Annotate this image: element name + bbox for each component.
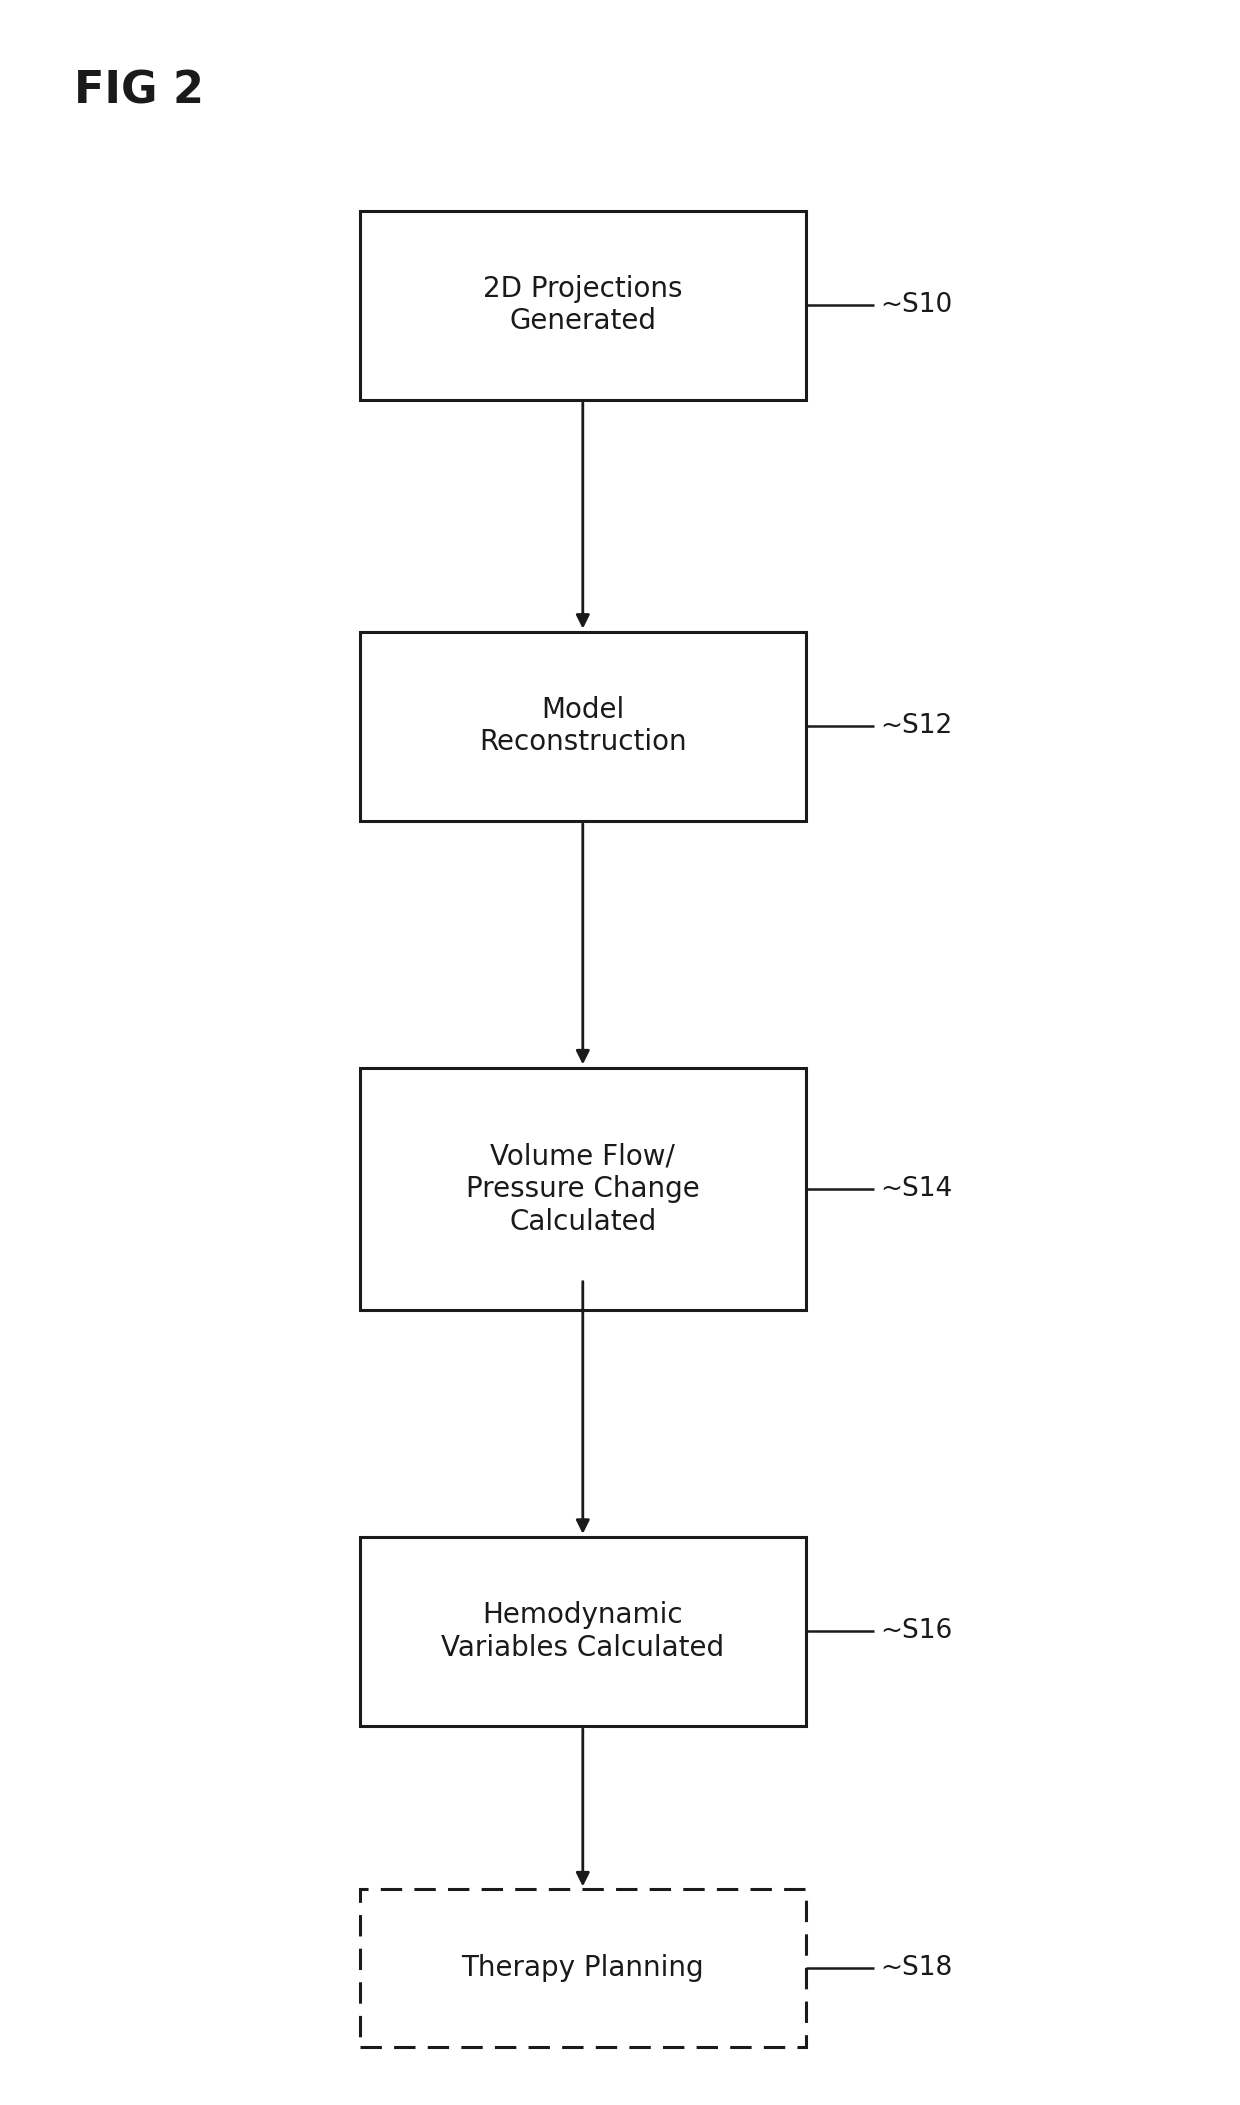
Text: ~S16: ~S16 — [880, 1619, 952, 1644]
Bar — [360, 210, 806, 400]
Bar — [360, 632, 806, 821]
Bar — [360, 1537, 806, 1726]
Text: 2D Projections
Generated: 2D Projections Generated — [484, 276, 682, 335]
Bar — [360, 1890, 806, 2046]
Text: Model
Reconstruction: Model Reconstruction — [479, 697, 687, 756]
Text: Therapy Planning: Therapy Planning — [461, 1953, 704, 1983]
Bar — [360, 1067, 806, 1309]
Text: ~S14: ~S14 — [880, 1177, 952, 1202]
Text: ~S18: ~S18 — [880, 1956, 952, 1981]
Text: FIG 2: FIG 2 — [74, 69, 205, 112]
Text: ~S12: ~S12 — [880, 714, 952, 739]
Text: ~S10: ~S10 — [880, 293, 952, 318]
Text: Volume Flow/
Pressure Change
Calculated: Volume Flow/ Pressure Change Calculated — [466, 1143, 699, 1236]
Text: Hemodynamic
Variables Calculated: Hemodynamic Variables Calculated — [441, 1602, 724, 1661]
